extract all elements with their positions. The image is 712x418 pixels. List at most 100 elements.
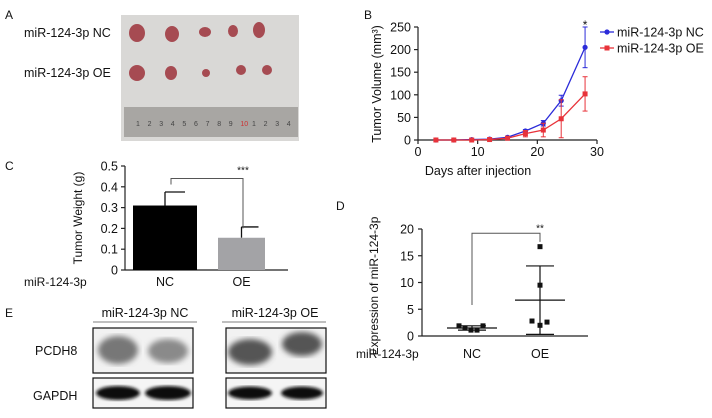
- significance-stars: ***: [237, 165, 249, 176]
- panel-d: D Expression of miR-124-3p miR-124-3p 0 5…: [336, 199, 588, 361]
- y-tick-label: 5: [407, 303, 414, 317]
- ruler-numbers: 1 2 3 4 5 6 7 8 9 10 1 2 3 4: [136, 121, 291, 128]
- legend-label: miR-124-3p NC: [617, 26, 704, 40]
- legend-marker: [604, 29, 610, 35]
- x-tick-label: OE: [531, 347, 549, 361]
- y-axis-label: Expression of miR-124-3p: [367, 216, 381, 355]
- ruler-number: 8: [217, 121, 221, 128]
- ruler-number: 2: [148, 121, 152, 128]
- blot-row-gapdh: GAPDH: [33, 389, 77, 403]
- data-point: [558, 116, 564, 122]
- data-point: [451, 137, 457, 143]
- data-point: [540, 127, 546, 133]
- y-tick-label: 250: [390, 21, 411, 35]
- significance-bracket: [170, 177, 244, 229]
- data-point: [433, 137, 439, 143]
- ruler: [124, 107, 298, 137]
- ruler-number: 4: [171, 121, 175, 128]
- panel-label-e: E: [5, 306, 13, 320]
- tumor: [228, 25, 238, 37]
- tumors: [129, 22, 272, 81]
- x-tick-label: 10: [471, 145, 485, 159]
- panel-label-d: D: [336, 199, 345, 213]
- ruler-number: 2: [264, 121, 268, 128]
- x-tick-label: 30: [590, 145, 604, 159]
- blot-pcdh8-nc: [92, 327, 194, 374]
- blot-gapdh-nc: [92, 377, 194, 409]
- data-point: [474, 327, 480, 333]
- y-tick-label: 0: [407, 330, 414, 344]
- ruler-number: 1: [136, 121, 140, 128]
- ruler-number: 7: [206, 121, 210, 128]
- significance-stars: **: [536, 223, 544, 234]
- y-tick-label: 0.1: [101, 243, 118, 257]
- tumor: [236, 65, 246, 75]
- y-tick-label: 0.3: [101, 201, 118, 215]
- ruler-number: 5: [182, 121, 186, 128]
- tumor: [202, 69, 210, 77]
- tumor: [253, 22, 265, 38]
- panel-label-b: B: [364, 8, 372, 22]
- row-label-nc: miR-124-3p NC: [24, 26, 111, 40]
- data-point: [469, 137, 475, 143]
- y-tick-label: 0: [111, 264, 118, 278]
- tumor: [199, 27, 211, 37]
- y-tick-label: 200: [390, 43, 411, 57]
- legend-marker: [604, 45, 610, 51]
- blot-row-pcdh8: PCDH8: [35, 344, 77, 358]
- x-tick-label: NC: [463, 347, 481, 361]
- group-label: miR-124-3p: [356, 347, 419, 361]
- bar-oe: [218, 237, 265, 270]
- significance-star: *: [583, 18, 588, 32]
- y-tick-label: 10: [400, 276, 414, 290]
- significance-bracket: [471, 232, 541, 305]
- ruler-number: 3: [159, 121, 163, 128]
- data-point: [537, 322, 543, 328]
- tumor: [165, 66, 177, 80]
- data-point: [505, 135, 510, 141]
- data-point: [544, 319, 550, 325]
- x-tick-label: NC: [156, 275, 174, 289]
- ruler-number: 10: [240, 121, 248, 128]
- panel-c: C Tumor Weight (g) miR-124-3p 0 0.1 0.2 0.3…: [5, 159, 288, 289]
- series-line: [435, 47, 586, 141]
- data-point: [582, 91, 588, 97]
- data-point: [537, 282, 543, 288]
- data-point: [462, 325, 468, 331]
- x-axis-label: Days after injection: [425, 164, 531, 178]
- ruler-number: 1: [252, 121, 256, 128]
- blot-pcdh8-oe: [225, 327, 327, 374]
- y-tick-label: 100: [390, 88, 411, 102]
- data-point: [480, 323, 486, 329]
- x-tick-label: OE: [232, 275, 250, 289]
- data-point: [537, 244, 543, 250]
- row-label-oe: miR-124-3p OE: [24, 66, 111, 80]
- legend-label: miR-124-3p OE: [617, 42, 704, 56]
- ruler-number: 3: [275, 121, 279, 128]
- y-tick-label: 50: [397, 111, 411, 125]
- data-point: [529, 318, 535, 324]
- data-point: [468, 327, 474, 333]
- data-point: [487, 137, 493, 143]
- y-tick-label: 0.4: [101, 180, 118, 194]
- panel-label-c: C: [5, 159, 14, 173]
- y-tick-label: 150: [390, 66, 411, 80]
- y-axis-label: Tumor Weight (g): [71, 172, 85, 265]
- tumor: [129, 65, 145, 81]
- panel-b: B Tumor Volume (mm³) Days after injectio…: [364, 8, 704, 178]
- y-axis-label: Tumor Volume (mm³): [370, 25, 384, 143]
- bar-nc: [133, 205, 197, 270]
- y-tick-label: 0.2: [101, 222, 118, 236]
- data-point: [456, 323, 462, 329]
- panel-label-a: A: [5, 8, 13, 22]
- tumor: [129, 24, 145, 42]
- y-tick-label: 0: [404, 134, 411, 148]
- tumor: [262, 65, 272, 75]
- ruler-number: 6: [194, 121, 198, 128]
- blot-group-oe: miR-124-3p OE: [232, 306, 319, 320]
- tumor: [165, 26, 179, 42]
- y-tick-label: 0.5: [101, 160, 118, 174]
- blot-gapdh-oe: [225, 377, 327, 409]
